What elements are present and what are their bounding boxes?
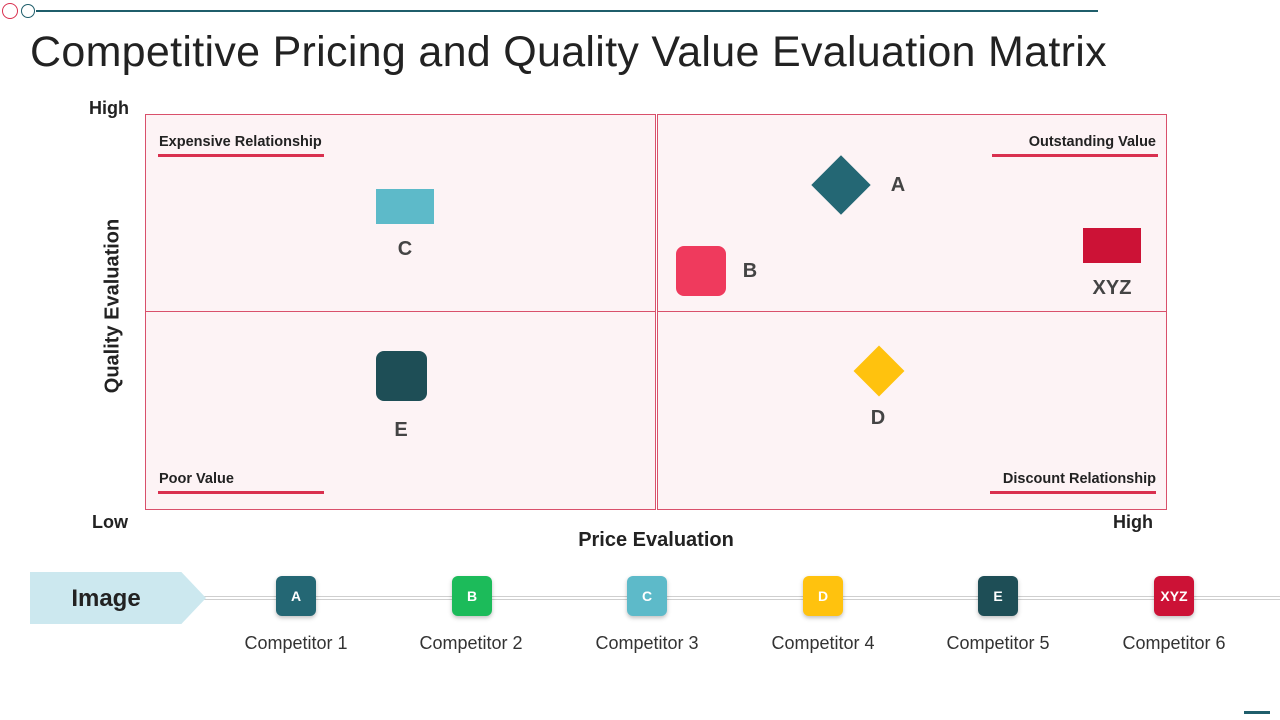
quadrant-underline-bottom-left bbox=[158, 491, 324, 494]
top-rule bbox=[36, 10, 1098, 12]
y-axis-high-label: High bbox=[89, 98, 129, 118]
decor-circle-teal bbox=[21, 4, 35, 18]
marker-a-label: A bbox=[890, 174, 906, 196]
quadrant-label-top-left: Expensive Relationship bbox=[159, 134, 322, 150]
legend-badge-e: E bbox=[978, 576, 1018, 616]
marker-b-rounded-square bbox=[676, 246, 726, 296]
marker-c-label: C bbox=[397, 238, 413, 260]
legend-title-arrow bbox=[30, 572, 206, 624]
legend-name-competitor-4: Competitor 4 bbox=[771, 633, 875, 653]
quadrant-underline-bottom-right bbox=[990, 491, 1156, 494]
legend-badge-c: C bbox=[627, 576, 667, 616]
legend-badge-a: A bbox=[276, 576, 316, 616]
quadrant-label-top-right: Outstanding Value bbox=[1028, 134, 1156, 150]
legend-connector-line bbox=[200, 596, 1280, 600]
y-axis-low-label: Low bbox=[92, 512, 128, 532]
quadrant-label-bottom-left: Poor Value bbox=[159, 471, 234, 487]
marker-d-label: D bbox=[870, 407, 886, 429]
legend-title: Image bbox=[71, 585, 141, 612]
legend-name-competitor-1: Competitor 1 bbox=[244, 633, 348, 653]
x-axis-high-label: High bbox=[1113, 512, 1153, 532]
legend-badge-b: B bbox=[452, 576, 492, 616]
marker-b-label: B bbox=[742, 260, 758, 282]
legend-name-competitor-3: Competitor 3 bbox=[595, 633, 699, 653]
quadrant-underline-top-right bbox=[992, 154, 1158, 157]
legend-name-competitor-2: Competitor 2 bbox=[419, 633, 523, 653]
quadrant-outstanding-value bbox=[657, 114, 1167, 312]
y-axis-label: Quality Evaluation bbox=[101, 218, 124, 394]
quadrant-discount-relationship bbox=[657, 311, 1167, 510]
marker-xyz-rectangle bbox=[1083, 228, 1141, 263]
corner-mark bbox=[1244, 711, 1270, 714]
decor-circle-red bbox=[2, 3, 18, 19]
marker-e-rounded-square bbox=[376, 351, 427, 401]
legend-badge-xyz: XYZ bbox=[1154, 576, 1194, 616]
quadrant-underline-top-left bbox=[158, 154, 324, 157]
quadrant-label-bottom-right: Discount Relationship bbox=[1002, 471, 1156, 487]
page-title: Competitive Pricing and Quality Value Ev… bbox=[30, 28, 1107, 76]
legend-name-competitor-6: Competitor 6 bbox=[1122, 633, 1226, 653]
marker-e-label: E bbox=[394, 419, 408, 441]
x-axis-label: Price Evaluation bbox=[578, 529, 734, 551]
marker-xyz-label: XYZ bbox=[1092, 277, 1132, 299]
legend-name-competitor-5: Competitor 5 bbox=[946, 633, 1050, 653]
marker-c-rectangle bbox=[376, 189, 434, 224]
legend-badge-d: D bbox=[803, 576, 843, 616]
quadrant-poor-value bbox=[145, 311, 656, 510]
